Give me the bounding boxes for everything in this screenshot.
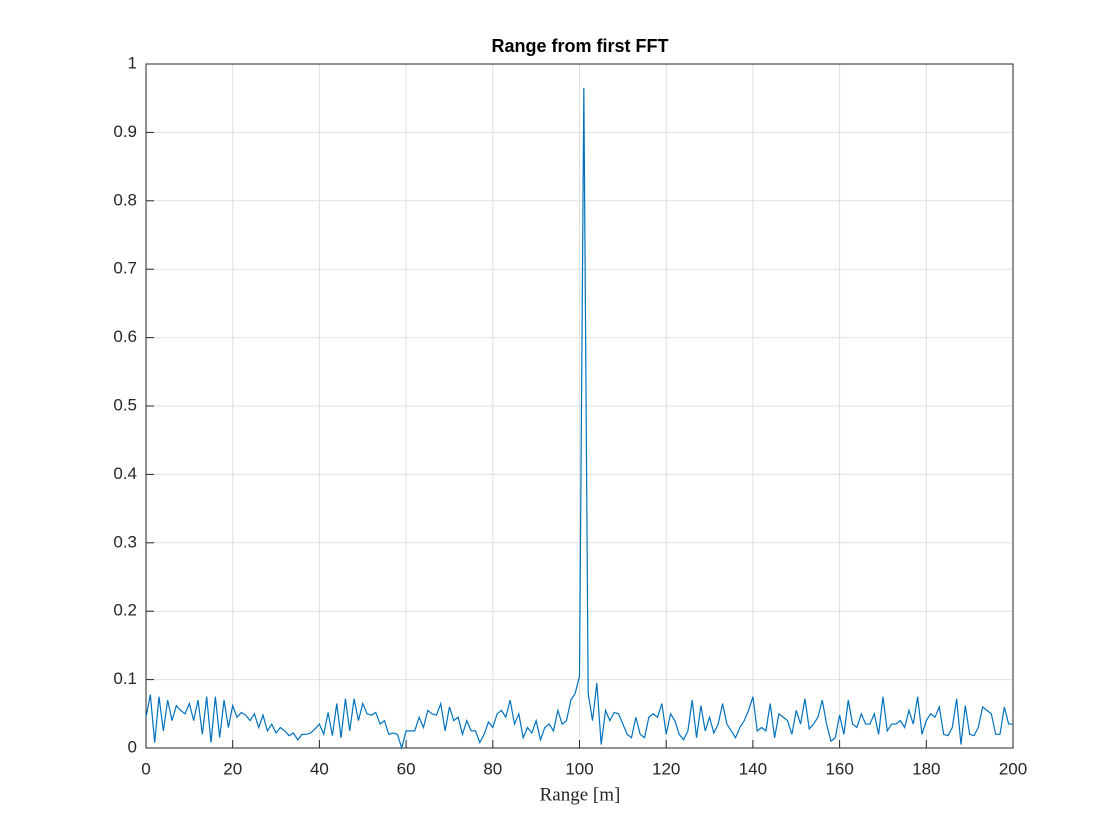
- y-tick-label: 0.3: [113, 532, 137, 551]
- axes-box: [145, 63, 1014, 749]
- x-tick-label: 100: [565, 759, 593, 778]
- y-tick-label: 0.7: [113, 259, 137, 278]
- y-tick-label: 0.1: [113, 669, 137, 688]
- x-tick-label: 20: [223, 759, 242, 778]
- x-tick-label: 180: [912, 759, 940, 778]
- x-axis-label: Range [m]: [540, 784, 621, 805]
- x-tick-label: 80: [483, 759, 502, 778]
- x-tick-label: 160: [825, 759, 853, 778]
- y-tick-label: 0.8: [113, 190, 137, 209]
- y-tick-label: 0.5: [113, 395, 137, 414]
- x-tick-label: 200: [999, 759, 1027, 778]
- data-line: [145, 87, 1013, 751]
- x-tick-label: 40: [310, 759, 329, 778]
- chart-title: Range from first FFT: [491, 36, 668, 56]
- y-tick-label: 1: [128, 53, 137, 72]
- y-tick-label: 0.6: [113, 327, 137, 346]
- y-tick-label: 0.9: [113, 122, 137, 141]
- y-tick-label: 0: [128, 737, 137, 756]
- x-tick-label: 60: [397, 759, 416, 778]
- x-tick-label: 140: [739, 759, 767, 778]
- x-tick-label: 0: [141, 759, 150, 778]
- x-tick-label: 120: [652, 759, 680, 778]
- y-tick-label: 0.4: [113, 464, 137, 483]
- y-tick-label: 0.2: [113, 601, 137, 620]
